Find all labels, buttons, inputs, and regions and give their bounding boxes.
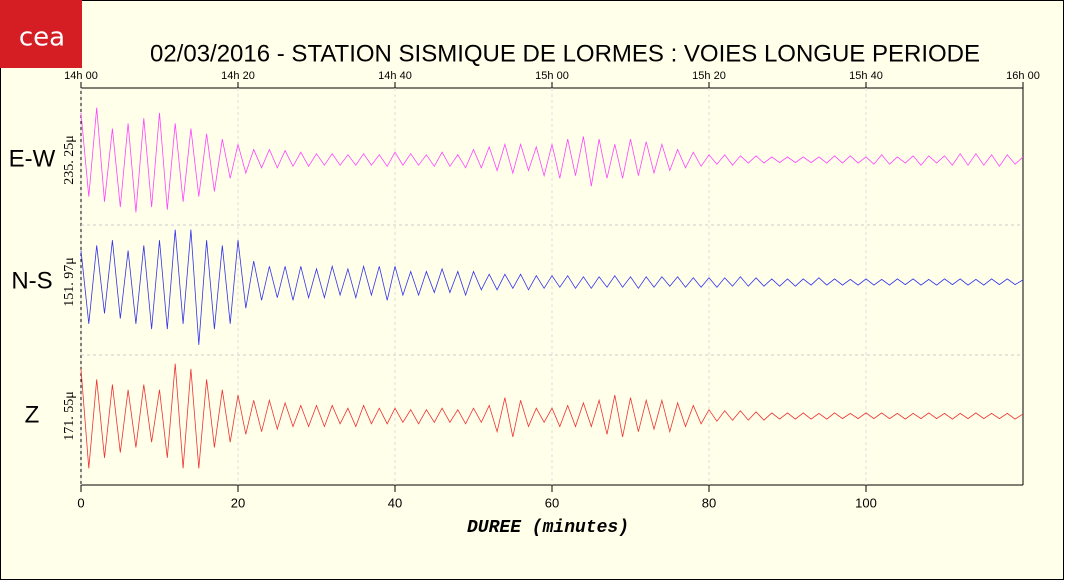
- top-tick-label: 14h 40: [378, 70, 412, 82]
- top-tick-label: 14h 00: [64, 70, 98, 82]
- x-tick-label: 60: [545, 495, 559, 510]
- x-tick-label: 40: [388, 495, 402, 510]
- top-tick-label: 14h 20: [221, 70, 255, 82]
- chart-title: 02/03/2016 - STATION SISMIQUE DE LORMES …: [150, 40, 980, 67]
- channel-label: N-S: [11, 267, 52, 294]
- top-tick-label: 15h 40: [849, 70, 883, 82]
- trace: [80, 363, 1024, 469]
- trace: [80, 229, 1024, 345]
- channel-label: E-W: [9, 145, 56, 172]
- channel-label: Z: [25, 401, 40, 428]
- top-tick-label: 15h 00: [535, 70, 569, 82]
- top-tick-label: 15h 20: [692, 70, 726, 82]
- logo: cea: [19, 23, 65, 53]
- scale-label: 151. 97μ: [62, 257, 77, 307]
- x-tick-label: 80: [702, 495, 716, 510]
- x-tick-label: 100: [855, 495, 877, 510]
- scale-label: 171. 55μ: [62, 391, 77, 441]
- x-axis-label: DUREE (minutes): [467, 518, 629, 538]
- top-tick-label: 16h 00: [1006, 70, 1040, 82]
- x-tick-label: 20: [231, 495, 245, 510]
- scale-label: 235. 25μ: [62, 135, 77, 185]
- trace: [80, 107, 1024, 213]
- x-tick-label: 0: [77, 495, 84, 510]
- logo-box: [0, 0, 82, 68]
